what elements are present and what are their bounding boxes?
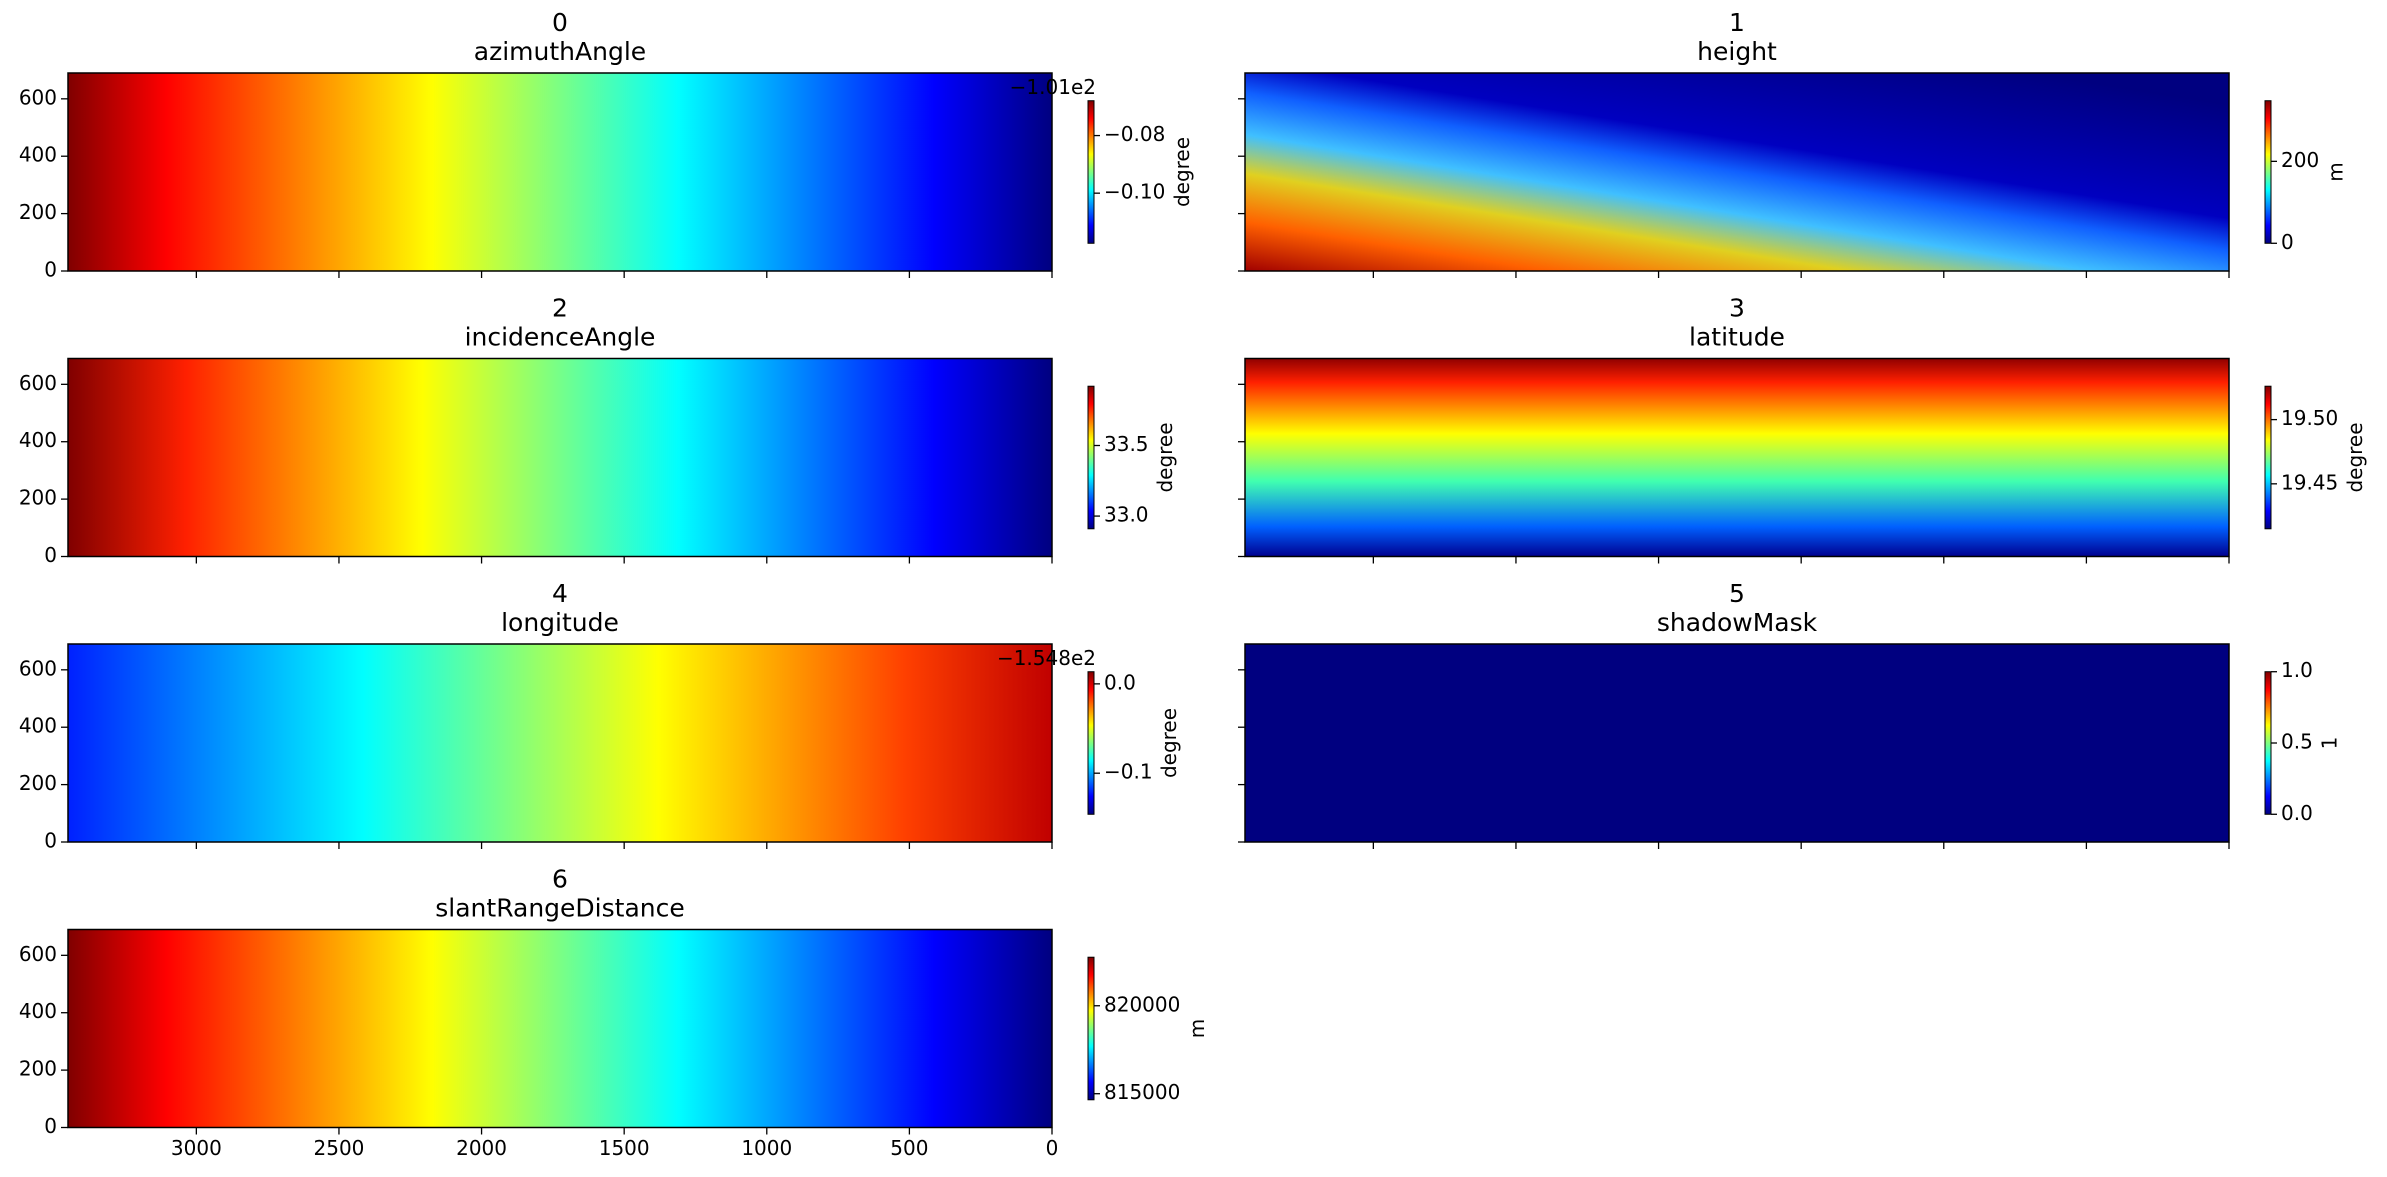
- x-tick-label: 1000: [741, 1136, 792, 1160]
- axes-frame: [67, 928, 1053, 1129]
- axes-frame: [67, 357, 1053, 558]
- y-tick-label: 0: [44, 1114, 57, 1138]
- colorbar-offset: −1.01e2: [1010, 75, 1096, 99]
- colorbar-label: degree: [1170, 137, 1194, 207]
- colorbar: [1087, 385, 1095, 530]
- panel-title: azimuthAngle: [474, 37, 646, 66]
- colorbar-tick-label: 0.0: [1104, 670, 1136, 694]
- colorbar-label: m: [1185, 1019, 1209, 1038]
- colorbar-tick-label: 0: [2281, 230, 2294, 254]
- x-tick-label: 1500: [599, 1136, 650, 1160]
- colorbar-tick-label: 33.5: [1104, 432, 1149, 456]
- panel-title: latitude: [1689, 323, 1785, 352]
- axes-frame: [1244, 72, 2230, 272]
- colorbar-offset: −1.548e2: [997, 646, 1096, 670]
- colorbar-label: degree: [1157, 708, 1181, 778]
- colorbar-label: m: [2324, 162, 2348, 181]
- panel-title: shadowMask: [1657, 608, 1818, 637]
- colorbar-label: degree: [2343, 422, 2367, 492]
- panel-title: longitude: [501, 608, 619, 637]
- axes-frame: [1244, 357, 2230, 558]
- y-tick-label: 200: [19, 486, 57, 510]
- y-tick-label: 600: [19, 85, 57, 109]
- y-tick-label: 600: [19, 942, 57, 966]
- y-tick-label: 200: [19, 200, 57, 224]
- colorbar-tick-label: 200: [2281, 148, 2319, 172]
- axes-frame: [67, 72, 1053, 272]
- y-tick-label: 400: [19, 143, 57, 167]
- colorbar-tick-label: 0.5: [2281, 730, 2313, 754]
- panel-index: 2: [552, 294, 568, 323]
- colorbar-tick-label: 19.50: [2281, 406, 2338, 430]
- colorbar: [1087, 671, 1095, 815]
- y-tick-label: 0: [44, 543, 57, 567]
- x-tick-label: 2500: [314, 1136, 365, 1160]
- colorbar-tick-label: 0.0: [2281, 801, 2313, 825]
- y-tick-label: 400: [19, 714, 57, 738]
- image-field: [1245, 644, 2229, 842]
- y-tick-label: 200: [19, 1057, 57, 1081]
- y-tick-label: 400: [19, 999, 57, 1023]
- colorbar: [1087, 100, 1095, 244]
- image-field: [68, 929, 1052, 1128]
- panel-index: 3: [1729, 294, 1745, 323]
- image-field: [1245, 358, 2229, 557]
- colorbar-tick-label: 19.45: [2281, 470, 2338, 494]
- panel-index: 6: [552, 865, 568, 894]
- x-tick-label: 500: [890, 1136, 928, 1160]
- colorbar-label: 1: [2317, 737, 2341, 750]
- colorbar-tick-label: 33.0: [1104, 503, 1149, 527]
- panel-index: 1: [1729, 8, 1745, 37]
- colorbar: [1087, 956, 1095, 1101]
- panel-title: incidenceAngle: [465, 323, 656, 352]
- y-tick-label: 600: [19, 656, 57, 680]
- image-field: [68, 644, 1052, 842]
- y-tick-label: 0: [44, 829, 57, 853]
- colorbar: [2264, 100, 2272, 244]
- colorbar-tick-label: 1.0: [2281, 658, 2313, 682]
- x-tick-label: 2000: [456, 1136, 507, 1160]
- colorbar-tick-label: 815000: [1104, 1080, 1180, 1104]
- colorbar: [2264, 385, 2272, 530]
- image-field: [68, 358, 1052, 557]
- colorbar-tick-label: −0.1: [1104, 760, 1153, 784]
- y-tick-label: 0: [44, 258, 57, 282]
- x-tick-label: 0: [1046, 1136, 1059, 1160]
- x-tick-label: 3000: [171, 1136, 222, 1160]
- y-tick-label: 600: [19, 371, 57, 395]
- panel-title: height: [1697, 37, 1777, 66]
- axes-frame: [1244, 643, 2230, 843]
- panel-index: 0: [552, 8, 568, 37]
- y-tick-label: 400: [19, 428, 57, 452]
- image-field: [1245, 73, 2229, 271]
- y-tick-label: 200: [19, 771, 57, 795]
- axes-frame: [67, 643, 1053, 843]
- panel-title: slantRangeDistance: [435, 894, 685, 923]
- colorbar-tick-label: −0.08: [1104, 122, 1165, 146]
- panel-index: 5: [1729, 579, 1745, 608]
- colorbar-tick-label: −0.10: [1104, 180, 1165, 204]
- colorbar-label: degree: [1153, 422, 1177, 492]
- image-field: [68, 73, 1052, 271]
- colorbar: [2264, 671, 2272, 815]
- colorbar-tick-label: 820000: [1104, 992, 1180, 1016]
- panel-index: 4: [552, 579, 568, 608]
